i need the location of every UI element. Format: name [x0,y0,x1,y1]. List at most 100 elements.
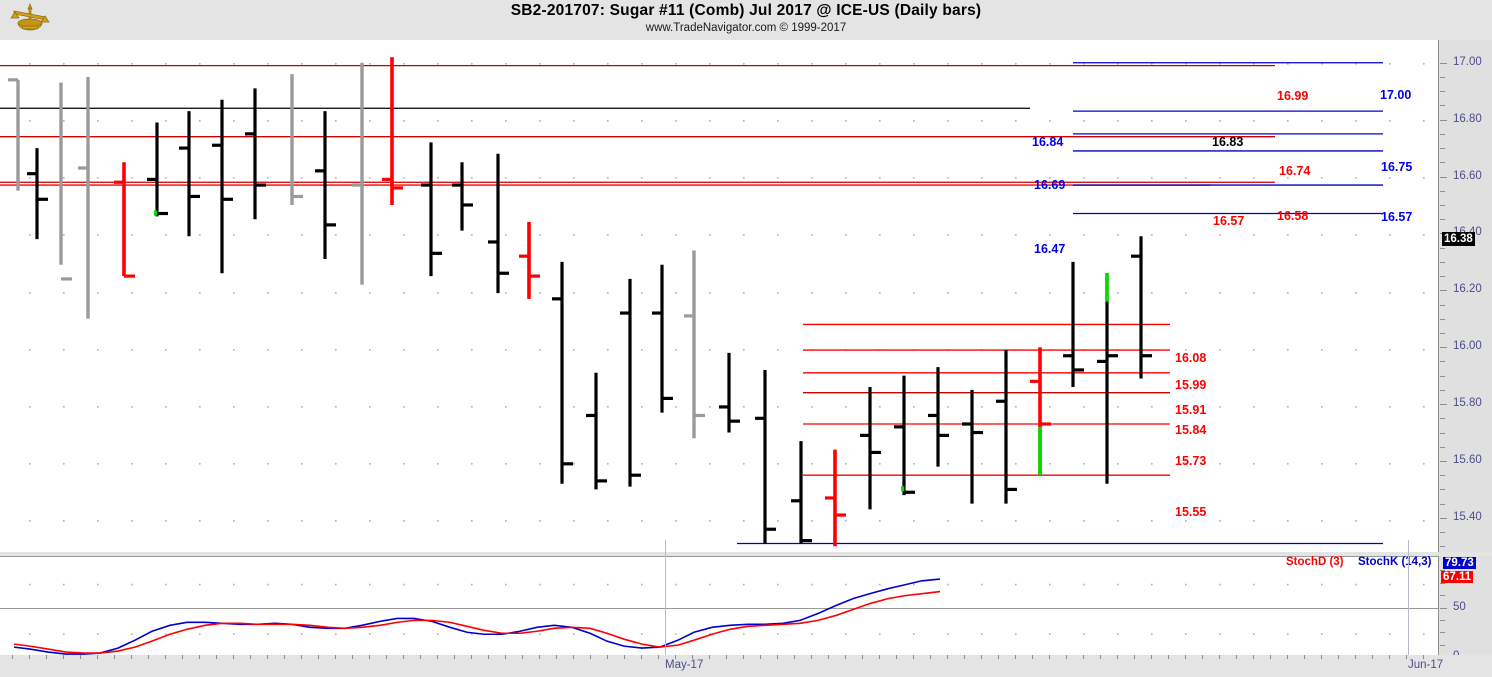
date-axis-tick [828,655,829,659]
price-chart-pane[interactable]: TradeNavigator.com 16.9917.0016.8416.831… [0,40,1438,592]
date-axis-tick [1423,655,1424,659]
date-axis-tick [1151,655,1152,659]
price-level-label[interactable]: 16.83 [1212,135,1244,149]
date-axis-tick [12,655,13,659]
price-axis-minor-tick [1440,276,1445,278]
date-axis-tick [29,655,30,659]
date-axis-tick [148,655,149,659]
date-axis-tick [284,655,285,659]
date-axis-tick [760,655,761,659]
date-axis-tick [1134,655,1135,659]
date-axis-tick [964,655,965,659]
stoch-k-legend[interactable]: StochK (14,3) [1358,556,1432,568]
date-axis-tick [403,655,404,659]
date-axis-tick [471,655,472,659]
date-axis-tick [1219,655,1220,659]
price-level-label[interactable]: 15.99 [1175,378,1207,392]
date-axis-label: Jun-17 [1408,659,1444,671]
price-axis-minor-tick [1440,446,1445,448]
stochastic-axis-minor-tick [1440,644,1445,646]
stochastic-axis-minor-tick [1440,595,1445,597]
date-axis-tick [1270,655,1271,659]
date-axis-tick [556,655,557,659]
price-level-label[interactable]: 16.58 [1277,209,1309,223]
price-level-label[interactable]: 15.73 [1175,454,1207,468]
stochastic-axis[interactable]: 500 79.73 67.11 [1438,556,1492,662]
price-axis-minor-tick [1440,432,1445,434]
price-axis-minor-tick [1440,361,1445,363]
price-level-label[interactable]: 16.84 [1032,135,1064,149]
price-level-label[interactable]: 15.91 [1175,403,1207,417]
date-axis-tick [488,655,489,659]
stochastic-axis-label: 50 [1453,600,1466,613]
date-axis-tick [114,655,115,659]
date-axis-tick [267,655,268,659]
stoch-d-legend[interactable]: StochD (3) [1286,556,1344,568]
date-axis-tick [998,655,999,659]
date-axis-tick [811,655,812,659]
price-level-label[interactable]: 16.74 [1279,164,1311,178]
price-level-label[interactable]: 16.47 [1034,242,1066,256]
date-axis-tick [1389,655,1390,659]
date-axis-tick [1406,655,1407,659]
date-axis-tick [131,655,132,659]
stochastic-axis-minor-tick [1440,570,1445,572]
date-axis-tick [165,655,166,659]
date-axis-tick [369,655,370,659]
date-axis-tick [301,655,302,659]
date-axis-tick [352,655,353,659]
price-axis-minor-tick [1440,247,1445,249]
date-axis-tick [658,655,659,659]
date-axis-tick [1185,655,1186,659]
price-axis-minor-tick [1440,546,1445,548]
date-axis-tick [913,655,914,659]
date-axis-tick [675,655,676,659]
price-level-label[interactable]: 15.55 [1175,505,1207,519]
tradenavigator-logo [10,3,50,31]
date-axis-tick [1372,655,1373,659]
price-level-label[interactable]: 16.08 [1175,351,1207,365]
date-axis-tick [1287,655,1288,659]
price-axis-tick [1440,62,1447,64]
date-axis-tick [1015,655,1016,659]
date-axis-tick [1321,655,1322,659]
price-level-label[interactable]: 15.84 [1175,423,1207,437]
price-chart-canvas [0,57,1425,547]
stochastic-axis-minor-tick [1440,619,1445,621]
date-axis-tick [845,655,846,659]
date-axis-tick [1117,655,1118,659]
price-level-label[interactable]: 17.00 [1380,88,1412,102]
chart-title: SB2-201707: Sugar #11 (Comb) Jul 2017 @ … [510,2,982,19]
price-axis-label: 16.60 [1453,169,1482,182]
date-axis-tick [318,655,319,659]
price-axis-label: 15.60 [1453,453,1482,466]
date-axis-tick [1168,655,1169,659]
price-level-label[interactable]: 16.57 [1381,210,1413,224]
date-axis-tick [930,655,931,659]
price-axis-label: 15.40 [1453,510,1482,523]
price-axis-minor-tick [1440,76,1445,78]
date-axis-tick [777,655,778,659]
date-axis-tick [862,655,863,659]
date-axis-tick [97,655,98,659]
date-axis-tick [590,655,591,659]
price-level-label[interactable]: 16.99 [1277,89,1309,103]
date-axis-tick [573,655,574,659]
date-axis-tick [692,655,693,659]
price-level-label[interactable]: 16.57 [1213,214,1245,228]
price-level-label[interactable]: 16.75 [1381,160,1413,174]
stochastic-pane[interactable] [0,556,1438,657]
price-axis-label: 15.80 [1453,397,1482,410]
price-axis-label: 17.00 [1453,55,1482,68]
date-axis-tick [233,655,234,659]
stochastic-k-value-badge: 79.73 [1443,557,1476,569]
stochastic-canvas [0,578,1438,655]
date-axis-label: May-17 [665,659,704,671]
date-axis-tick [437,655,438,659]
date-axis[interactable]: May-17 Jun-17 [0,540,1492,677]
price-level-label[interactable]: 16.69 [1034,178,1066,192]
date-axis-tick [250,655,251,659]
price-axis-minor-tick [1440,503,1445,505]
price-axis-minor-tick [1440,219,1445,221]
price-axis[interactable]: 17.0016.8016.6016.4016.2016.0015.8015.60… [1438,40,1492,552]
